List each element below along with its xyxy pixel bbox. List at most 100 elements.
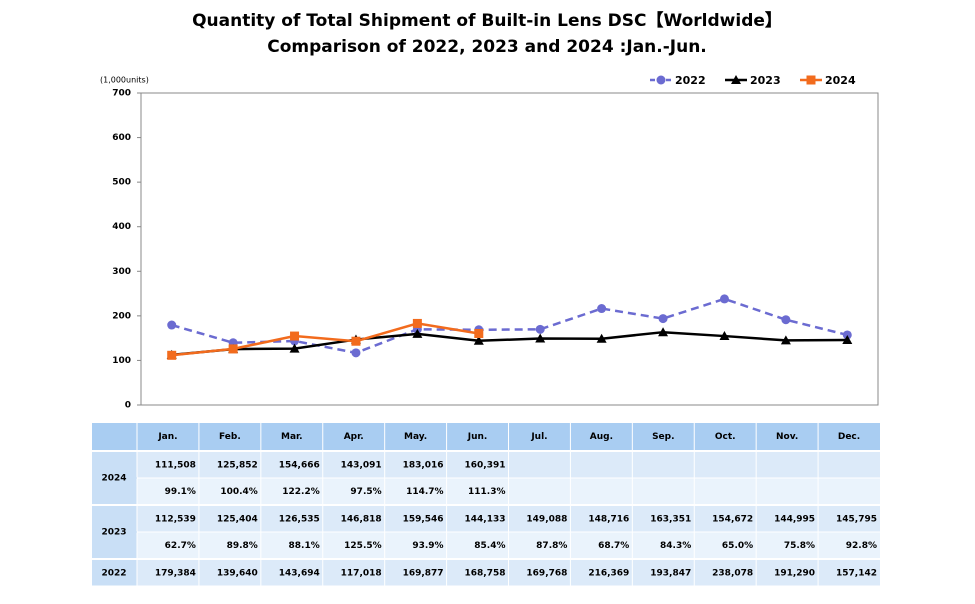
table-cell: 125,852 (217, 460, 258, 470)
table-header-cell: May. (404, 432, 427, 442)
y-tick-label: 700 (112, 89, 131, 99)
point (842, 335, 853, 345)
table-cell: 238,078 (712, 568, 753, 578)
table-cell: 169,768 (526, 568, 567, 578)
table-header-cell: Aug. (590, 432, 613, 442)
y-tick-label: 100 (112, 356, 131, 366)
legend-label: 2022 (675, 74, 706, 87)
point (412, 328, 423, 338)
table-cell: 100.4% (220, 487, 258, 497)
point (474, 329, 484, 339)
point (167, 320, 177, 330)
table-cell: 84.3% (660, 541, 691, 551)
table-cell: 144,995 (774, 514, 815, 524)
table-header-cell: Apr. (344, 432, 364, 442)
table-cell: 143,694 (279, 568, 320, 578)
table-header-cell: Jan. (157, 432, 177, 442)
table-row-label-bg (92, 560, 137, 586)
table-cell: 154,666 (279, 460, 320, 470)
table-header-cell: Nov. (776, 432, 798, 442)
table-cell: 85.4% (474, 541, 505, 551)
table-cell: 65.0% (722, 541, 753, 551)
table-cell: 89.8% (227, 541, 258, 551)
table-cell: 191,290 (774, 568, 815, 578)
table-cell: 168,758 (465, 568, 506, 578)
table-cell: 148,716 (588, 514, 629, 524)
table-row-label: 2022 (101, 568, 126, 578)
table-header-cell: Mar. (281, 432, 303, 442)
table-cell: 149,088 (526, 514, 567, 524)
table-cell: 99.1% (165, 487, 196, 497)
legend-marker (806, 75, 816, 85)
table-row-label-bg (92, 506, 137, 558)
y-tick-label: 400 (112, 222, 131, 232)
table-cell: 145,795 (836, 514, 877, 524)
table-cell: 122.2% (282, 487, 320, 497)
table-cell: 68.7% (598, 541, 629, 551)
legend-label: 2023 (750, 74, 781, 87)
y-tick-label: 500 (112, 178, 131, 188)
point (351, 348, 361, 358)
point (535, 324, 545, 334)
table-cell: 75.8% (784, 541, 815, 551)
table-cell: 139,640 (217, 568, 258, 578)
point (412, 318, 422, 328)
point (289, 343, 300, 353)
table-cell: 154,672 (712, 514, 753, 524)
table-header-cell: Jul. (530, 432, 547, 442)
point (780, 335, 791, 345)
table-cell: 112,539 (155, 514, 196, 524)
y-tick-label: 300 (112, 267, 131, 277)
chart-title: Quantity of Total Shipment of Built-in L… (192, 10, 782, 31)
series-line (171, 330, 848, 357)
point (228, 344, 238, 354)
point (658, 327, 669, 337)
table-cell: 179,384 (155, 568, 196, 578)
legend-marker (656, 75, 666, 85)
table-cell: 92.8% (846, 541, 877, 551)
table-cell: 114.7% (406, 487, 444, 497)
table-cell: 183,016 (403, 460, 444, 470)
table-cell: 111.3% (468, 487, 506, 497)
point (596, 333, 607, 343)
chart-subtitle: Comparison of 2022, 2023 and 2024 :Jan.-… (267, 37, 707, 57)
y-tick-label: 0 (125, 401, 131, 411)
y-tick-label: 200 (112, 311, 131, 321)
table-cell: 62.7% (165, 541, 196, 551)
table-cell: 163,351 (650, 514, 691, 524)
table-header-cell: Dec. (838, 432, 860, 442)
table-cell: 125,404 (217, 514, 258, 524)
table-cell: 143,091 (341, 460, 382, 470)
point (781, 315, 791, 325)
point (719, 331, 730, 341)
table-cell: 88.1% (289, 541, 320, 551)
table-cell: 117,018 (341, 568, 382, 578)
table-header-cell: Oct. (715, 432, 736, 442)
table-cell: 193,847 (650, 568, 691, 578)
point (719, 294, 729, 304)
y-unit: (1,000units) (100, 76, 149, 85)
table-header-cell: Feb. (219, 432, 241, 442)
table-cell: 125.5% (344, 541, 382, 551)
series-line (171, 297, 848, 355)
point (842, 330, 852, 340)
point (535, 333, 546, 343)
table-row-label: 2023 (101, 528, 126, 538)
table-cell: 111,508 (155, 460, 196, 470)
table-row-label: 2024 (101, 474, 126, 484)
table-cell: 144,133 (465, 514, 506, 524)
point (473, 335, 484, 345)
plot-area (140, 92, 879, 406)
table-row-label-bg (92, 452, 137, 504)
table-header-cell: Jun. (467, 432, 488, 442)
table-header-cell: Sep. (652, 432, 674, 442)
table-cell: 169,877 (403, 568, 444, 578)
table-cell: 216,369 (588, 568, 629, 578)
point (290, 331, 300, 341)
table-cell: 157,142 (836, 568, 877, 578)
point (597, 304, 607, 314)
point (658, 314, 668, 324)
table-cell: 159,546 (403, 514, 444, 524)
legend-label: 2024 (825, 74, 856, 87)
